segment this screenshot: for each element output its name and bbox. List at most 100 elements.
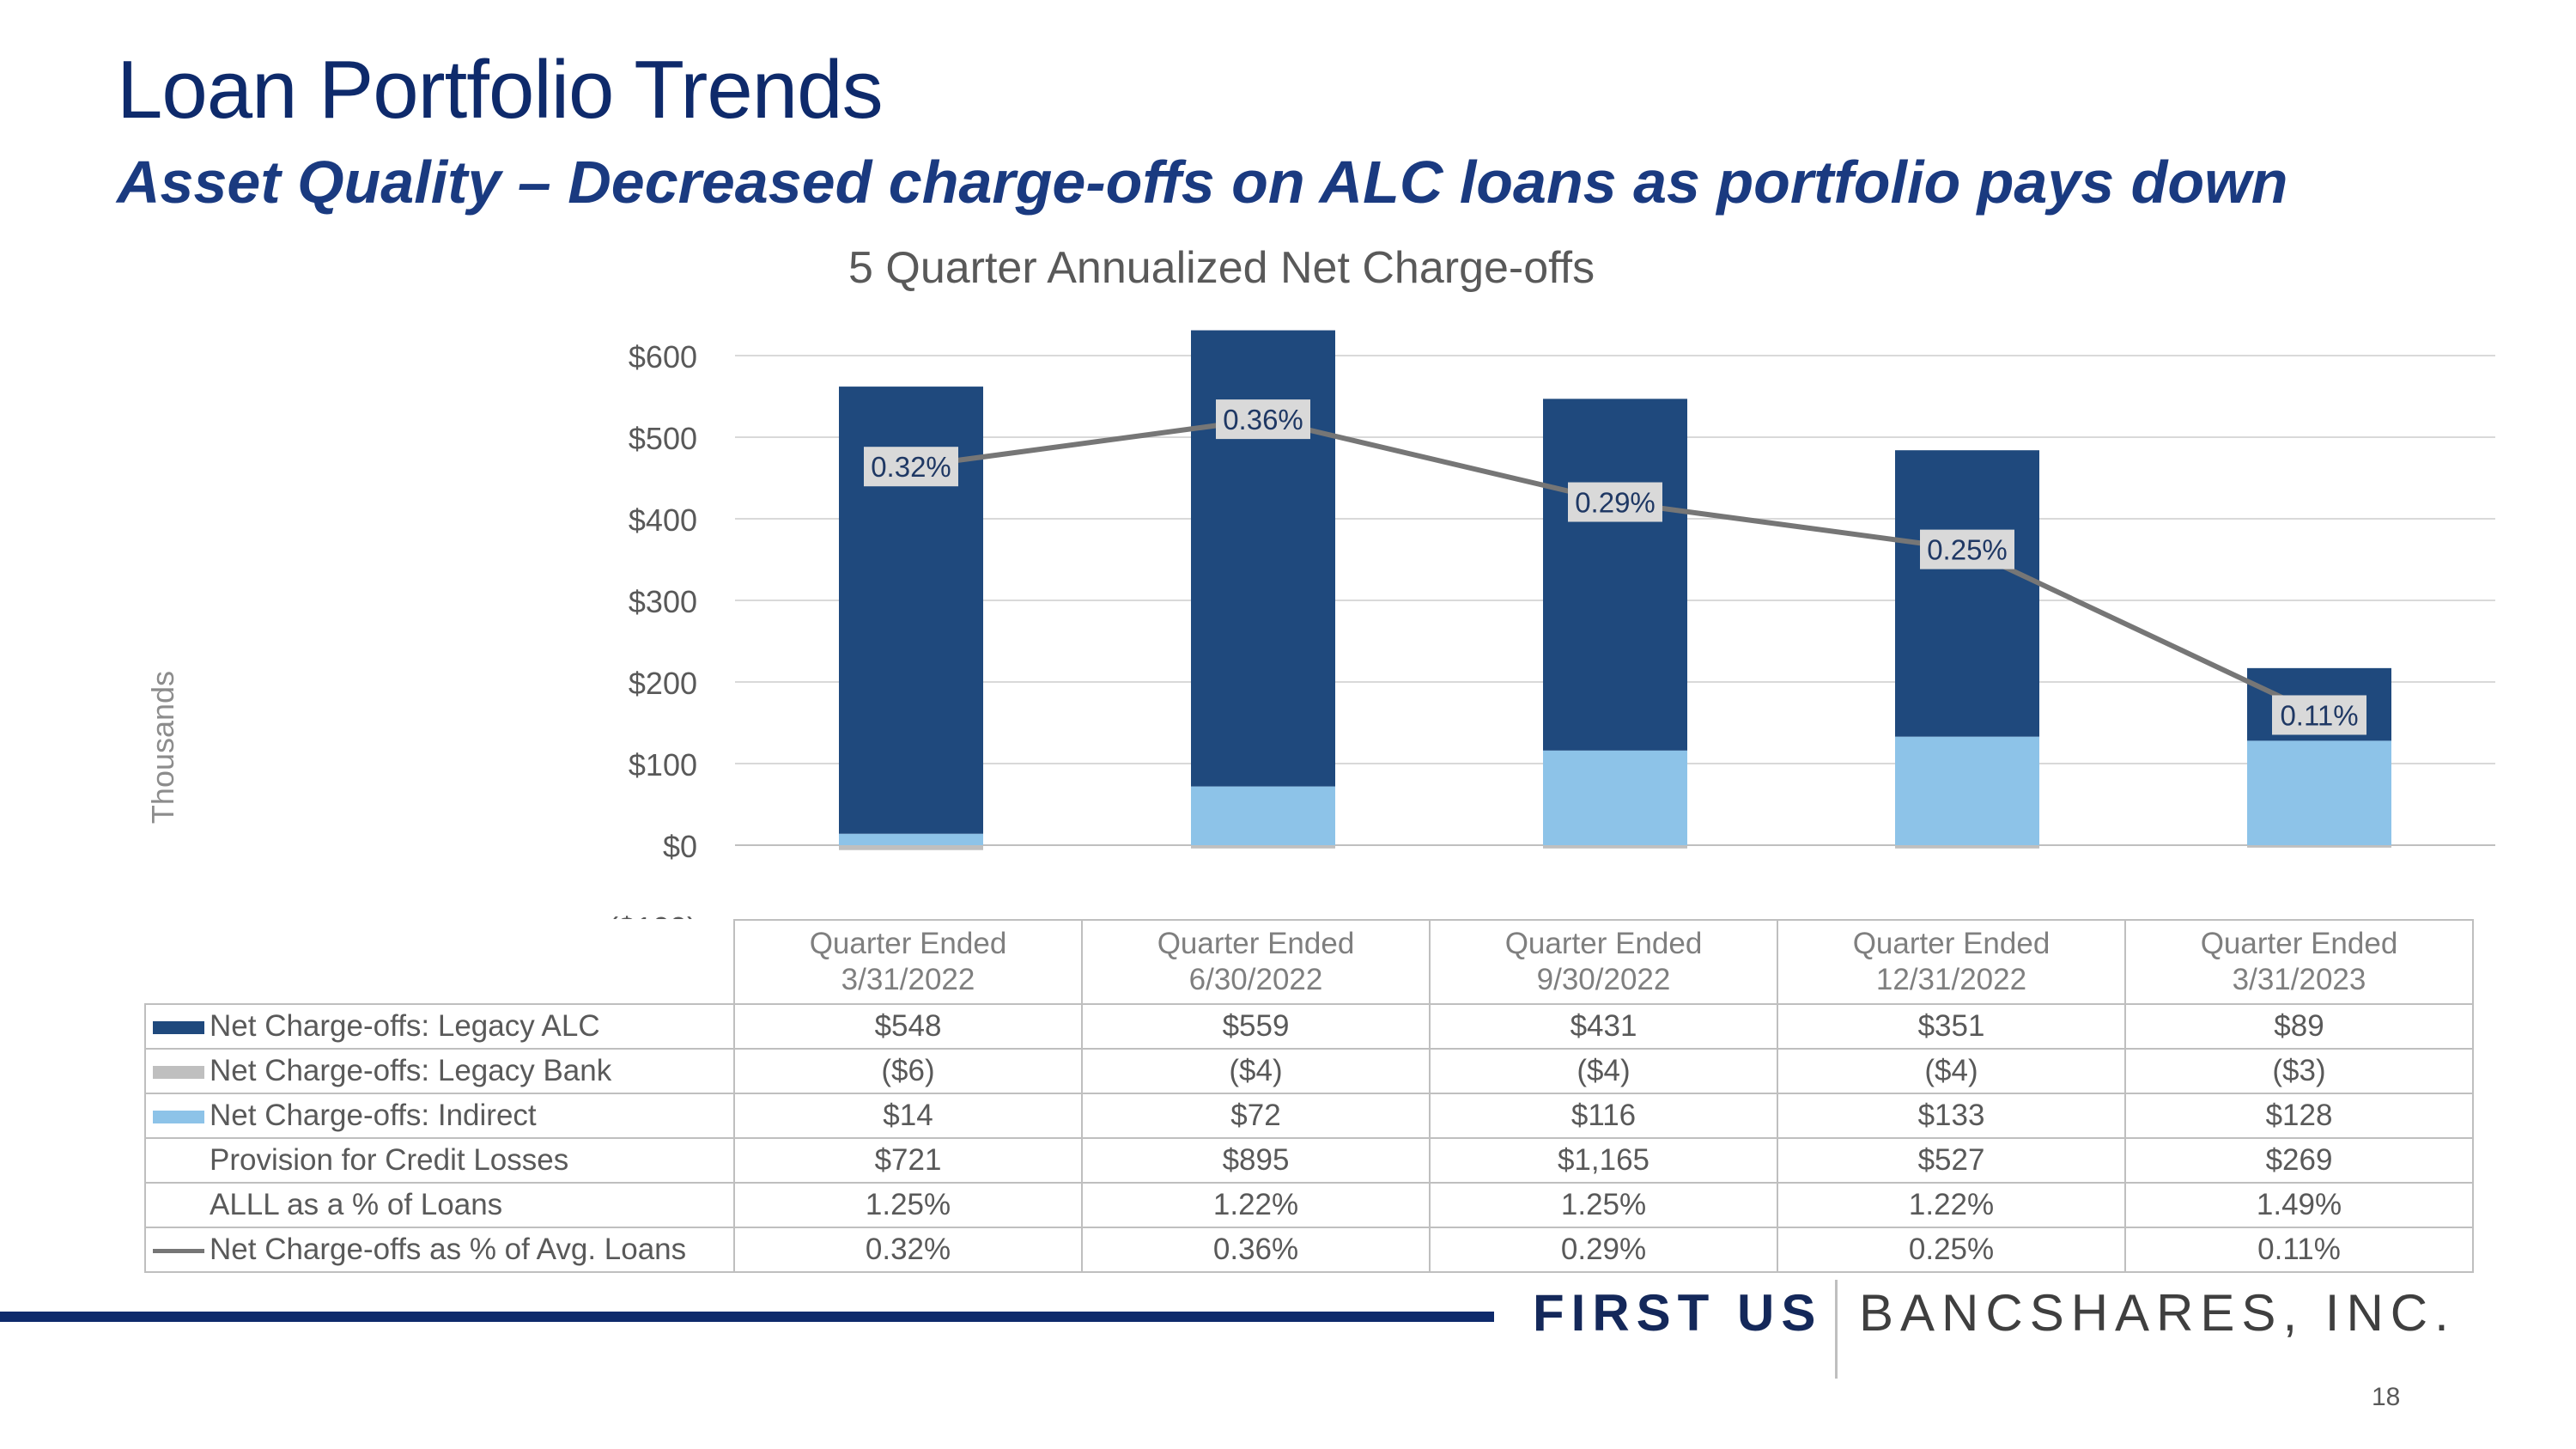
table-cell: $89	[2124, 1003, 2474, 1050]
table-row: Net Charge-offs: Indirect $14 $72 $116 $133 $…	[144, 1093, 2474, 1139]
table-corner	[145, 920, 734, 1004]
bar-legacy-alc	[1895, 450, 2039, 737]
category-label-line: Quarter Ended	[1504, 927, 1703, 960]
category-label-line: 3/31/2023	[2232, 963, 2366, 996]
logo-first-us: FIRST US	[1533, 1284, 1823, 1342]
row-label: ALLL as a % of Loans	[210, 1188, 503, 1221]
table-row: Net Charge-offs as % of Avg. Loans 0.32% 0…	[144, 1227, 2474, 1273]
table-row: Net Charge-offs: Legacy Bank ($6) ($4) ($4)…	[144, 1048, 2474, 1094]
table-cell: $269	[2124, 1137, 2474, 1184]
line-data-label: 0.11%	[2280, 699, 2358, 731]
table-cell: 0.11%	[2124, 1227, 2474, 1273]
bar-legacy-alc	[1191, 330, 1335, 787]
bar-legacy-bank	[1543, 845, 1687, 849]
line-data-label-box	[1920, 529, 2014, 569]
y-tick-label: $400	[629, 502, 697, 538]
y-tick-label: $100	[629, 747, 697, 782]
legend-key	[153, 1021, 204, 1035]
chart-title: 5 Quarter Annualized Net Charge-offs	[848, 243, 1595, 293]
table-cell: 1.22%	[1081, 1182, 1431, 1228]
y-tick-label: $600	[629, 339, 697, 374]
table-cell: $351	[1777, 1003, 2126, 1050]
legend-key	[153, 1249, 204, 1254]
bar-legacy-bank	[2247, 845, 2391, 848]
line-data-label: 0.32%	[871, 451, 951, 483]
line-data-label: 0.36%	[1223, 404, 1303, 435]
y-tick-label: ($100)	[608, 910, 697, 919]
bar-legacy-bank	[1895, 845, 2039, 849]
row-label: Net Charge-offs: Indirect	[210, 1099, 537, 1132]
table-cell: $527	[1777, 1137, 2126, 1184]
table-cell: 0.29%	[1429, 1227, 1778, 1273]
brand-divider-line	[0, 1312, 1494, 1322]
table-cell: ($6)	[733, 1048, 1083, 1094]
table-cell: $721	[733, 1137, 1083, 1184]
table-cell: $548	[733, 1003, 1083, 1050]
table-cell: $559	[1081, 1003, 1431, 1050]
page-number: 18	[2372, 1383, 2401, 1411]
bar-indirect	[1543, 750, 1687, 845]
line-data-label: 0.25%	[1927, 534, 2008, 566]
legend-key	[153, 1200, 204, 1213]
row-label: Net Charge-offs: Legacy Bank	[210, 1054, 612, 1087]
row-header: ALLL as a % of Loans	[144, 1182, 735, 1228]
row-header: Net Charge-offs: Legacy Bank	[144, 1048, 735, 1094]
y-tick-label: $500	[629, 421, 697, 456]
line-data-label-box	[1568, 482, 1662, 522]
table-cell: ($4)	[1777, 1048, 2126, 1094]
row-header: Net Charge-offs: Legacy ALC	[144, 1003, 735, 1050]
bar-legacy-bank	[839, 845, 983, 850]
row-header: Net Charge-offs: Indirect	[144, 1093, 735, 1139]
legend-key	[153, 1111, 204, 1124]
bar-legacy-alc	[1543, 399, 1687, 751]
table-cell: 0.25%	[1777, 1227, 2126, 1273]
page-subtitle: Asset Quality – Decreased charge-offs on…	[117, 149, 2288, 216]
row-label: Net Charge-offs as % of Avg. Loans	[210, 1233, 687, 1266]
line-data-label-box	[864, 447, 958, 487]
category-header: Quarter Ended 12/31/2022	[1777, 919, 2126, 1005]
category-label-line: Quarter Ended	[1852, 927, 2050, 960]
table-row: ALLL as a % of Loans 1.25% 1.22% 1.25% 1.22%…	[144, 1182, 2474, 1228]
y-tick-label: $200	[629, 666, 697, 701]
bar-indirect	[1191, 786, 1335, 845]
table-cell: $72	[1081, 1093, 1431, 1139]
row-header: Provision for Credit Losses	[144, 1137, 735, 1184]
category-label-line: 9/30/2022	[1536, 963, 1671, 996]
bar-legacy-bank	[1191, 845, 1335, 849]
legend-key	[153, 1155, 204, 1168]
category-label-line: Quarter Ended	[1157, 927, 1355, 960]
category-header: Quarter Ended 6/30/2022	[1081, 919, 1431, 1005]
page-title: Loan Portfolio Trends	[117, 44, 884, 136]
table-cell: 1.25%	[733, 1182, 1083, 1228]
table-cell: $116	[1429, 1093, 1778, 1139]
bar-indirect	[839, 833, 983, 845]
table-cell: ($4)	[1429, 1048, 1778, 1094]
table-cell: 1.22%	[1777, 1182, 2126, 1228]
category-label-line: 12/31/2022	[1875, 963, 2027, 996]
table-cell: 1.25%	[1429, 1182, 1778, 1228]
category-label-line: Quarter Ended	[809, 927, 1007, 960]
row-label: Provision for Credit Losses	[210, 1143, 569, 1177]
legend-key	[153, 1066, 204, 1080]
table-cell: $128	[2124, 1093, 2474, 1139]
category-header: Quarter Ended 3/31/2023	[2124, 919, 2474, 1005]
data-table: Quarter Ended 3/31/2022 Quarter Ended 6/30/…	[144, 919, 2474, 1273]
row-label: Net Charge-offs: Legacy ALC	[210, 1009, 600, 1043]
y-tick-label: $0	[663, 829, 697, 864]
category-label-line: 6/30/2022	[1188, 963, 1323, 996]
category-header: Quarter Ended 3/31/2022	[733, 919, 1083, 1005]
category-header: Quarter Ended 9/30/2022	[1429, 919, 1778, 1005]
table-cell: 1.49%	[2124, 1182, 2474, 1228]
line-data-label-box	[2272, 695, 2366, 735]
table-cell: ($3)	[2124, 1048, 2474, 1094]
table-row: Provision for Credit Losses $721 $895 $1,16…	[144, 1137, 2474, 1184]
table-row: Net Charge-offs: Legacy ALC $548 $559 $431 $…	[144, 1003, 2474, 1050]
chart-plot: ($100) $0 $100 $200 $300 $400 $500 $600 0.32% 0.3…	[608, 330, 2495, 919]
line-data-label-box	[1216, 399, 1310, 440]
category-label-line: 3/31/2022	[841, 963, 975, 996]
table-cell: $1,165	[1429, 1137, 1778, 1184]
line-data-label: 0.29%	[1575, 487, 1656, 519]
logo-bancshares: BANCSHARES, INC.	[1859, 1284, 2456, 1342]
table-cell: $133	[1777, 1093, 2126, 1139]
category-label-line: Quarter Ended	[2200, 927, 2398, 960]
